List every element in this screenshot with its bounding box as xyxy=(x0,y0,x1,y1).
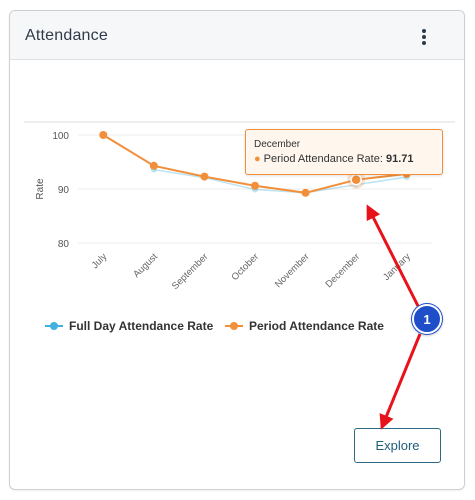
data-point xyxy=(301,188,310,197)
legend-full-day-marker-icon xyxy=(45,321,63,331)
legend-full-day-label: Full Day Attendance Rate xyxy=(69,319,214,333)
legend-period-attendance-rate[interactable]: Period Attendance Rate xyxy=(225,319,384,333)
tooltip-series-label: Period Attendance Rate: xyxy=(263,153,383,165)
x-tick-label: August xyxy=(131,251,160,280)
legend-full-day-attendance-rate[interactable]: Full Day Attendance Rate xyxy=(45,319,213,333)
data-point xyxy=(149,161,158,170)
x-tick-label: September xyxy=(170,251,211,292)
card-header: Attendance xyxy=(10,11,464,60)
y-tick-label: 80 xyxy=(58,239,70,250)
tooltip-header: December xyxy=(254,139,301,150)
tooltip-row: ● Period Attendance Rate: 91.71 xyxy=(254,153,414,165)
x-tick-label: October xyxy=(229,251,261,283)
x-tick-label: January xyxy=(381,251,413,283)
tooltip-bullet-icon: ● xyxy=(254,153,261,165)
explore-button[interactable]: Explore xyxy=(354,428,441,463)
series-line-0 xyxy=(153,168,407,194)
card-title: Attendance xyxy=(25,27,108,44)
data-point xyxy=(200,172,209,181)
chart-tooltip: December ● Period Attendance Rate: 91.71 xyxy=(245,129,443,175)
data-point xyxy=(99,131,108,139)
y-tick-label: 90 xyxy=(58,185,70,196)
y-tick-label: 100 xyxy=(52,131,69,142)
data-point xyxy=(251,181,259,190)
data-point xyxy=(350,174,362,186)
x-tick-label: July xyxy=(90,251,110,271)
legend-period-marker-icon xyxy=(225,321,243,331)
legend-period-label: Period Attendance Rate xyxy=(249,319,384,333)
x-tick-label: December xyxy=(323,251,362,290)
tooltip-value: 91.71 xyxy=(385,153,414,165)
more-options-icon[interactable] xyxy=(416,25,432,47)
x-tick-label: November xyxy=(273,251,312,290)
y-axis-label: Rate xyxy=(35,178,46,200)
annotation-step-badge: 1 xyxy=(412,304,442,334)
